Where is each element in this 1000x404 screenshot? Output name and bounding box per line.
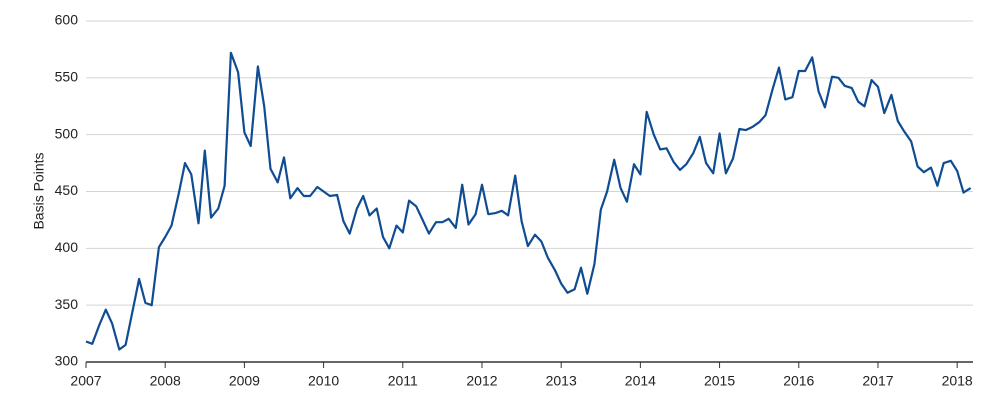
x-tick-label: 2016 [783, 373, 814, 389]
y-tick-label: 300 [55, 353, 79, 369]
y-tick-label: 500 [55, 125, 79, 141]
x-tick-label: 2015 [704, 373, 735, 389]
x-tick-label: 2014 [625, 373, 656, 389]
y-tick-label: 450 [55, 182, 79, 198]
y-tick-label: 400 [55, 239, 79, 255]
x-tick-label: 2012 [466, 373, 497, 389]
y-tick-label: 550 [55, 69, 79, 85]
y-tick-label: 600 [55, 12, 79, 28]
x-tick-label: 2010 [308, 373, 339, 389]
data-line [85, 51, 972, 351]
x-tick-label: 2008 [150, 373, 181, 389]
x-tick-label: 2007 [70, 373, 101, 389]
x-tick-label: 2017 [862, 373, 893, 389]
y-tick-label: 350 [55, 296, 79, 312]
x-tick-label: 2009 [229, 373, 260, 389]
x-tick-label: 2013 [546, 373, 577, 389]
x-tick-label: 2011 [388, 373, 418, 389]
y-axis-label: Basis Points [31, 152, 47, 229]
x-tick-label: 2018 [942, 373, 973, 389]
